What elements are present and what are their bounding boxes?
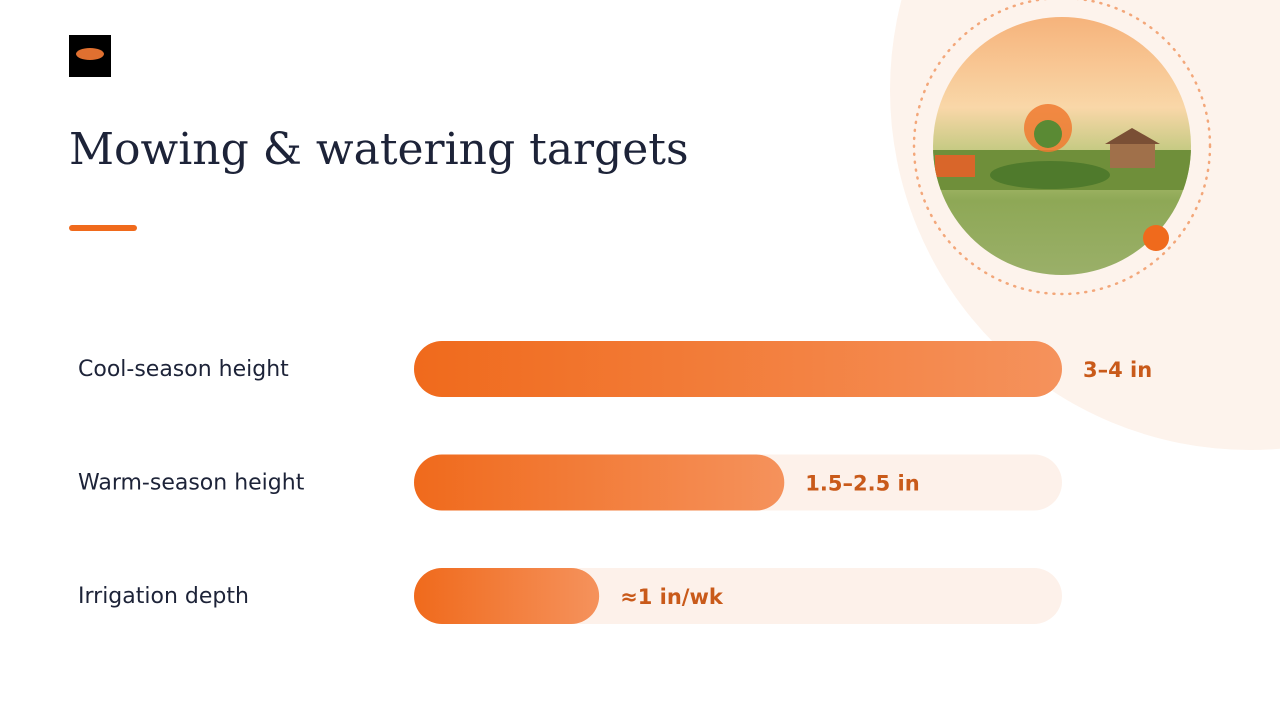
value-label: 1.5–2.5 in <box>805 472 919 496</box>
logo-mark <box>76 48 104 60</box>
chart-title: Mowing & watering targets <box>69 124 689 175</box>
category-label: Cool-season height <box>78 357 289 382</box>
value-label: 3–4 in <box>1083 358 1152 382</box>
category-label: Warm-season height <box>78 471 305 496</box>
category-label: Irrigation depth <box>78 584 249 609</box>
dotted-ring <box>912 0 1212 296</box>
value-label: ≈1 in/wk <box>620 585 724 609</box>
bar <box>414 341 1062 397</box>
bar <box>414 568 600 624</box>
title-underline <box>69 225 137 231</box>
bar <box>414 454 785 511</box>
accent-dot <box>1143 225 1169 251</box>
